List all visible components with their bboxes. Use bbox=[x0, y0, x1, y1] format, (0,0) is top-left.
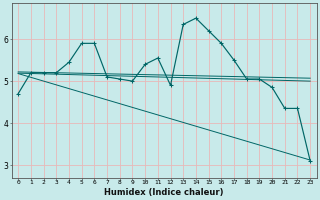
X-axis label: Humidex (Indice chaleur): Humidex (Indice chaleur) bbox=[104, 188, 224, 197]
